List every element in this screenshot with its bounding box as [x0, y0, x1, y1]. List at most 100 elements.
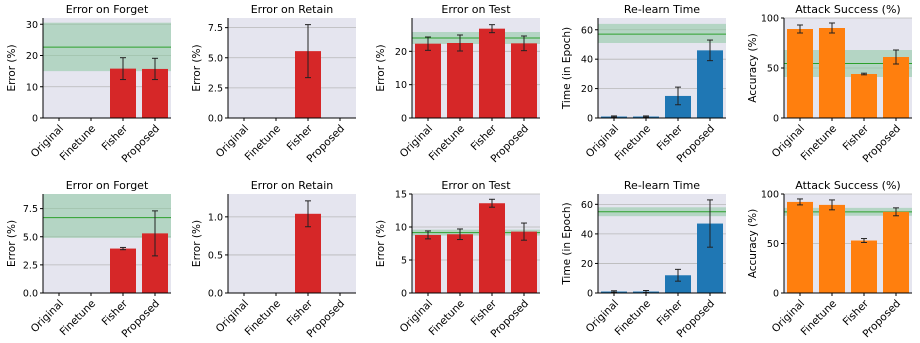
chart-8-xtick-label: Fisher [469, 297, 500, 328]
chart-8-error-bar-fisher [489, 198, 495, 208]
chart-5-error-bar-original [797, 24, 803, 34]
chart-3-error-bar-original [425, 36, 431, 51]
chart-1-xtick-label: Finetune [58, 123, 98, 163]
chart-5-error-bar-finetune [829, 22, 835, 34]
chart-5-bar-fisher [851, 74, 877, 118]
chart-3-bar-fisher [479, 28, 505, 119]
chart-9-ytick-label: 60 [581, 200, 593, 211]
chart-2-ytick-label: 2.5 [208, 83, 223, 94]
chart-5-bar-original [787, 29, 813, 118]
chart-4-xtick-label: Fisher [655, 122, 686, 153]
chart-6-ylabel: Error (%) [6, 220, 18, 267]
chart-4-error-bar-proposed [707, 39, 713, 62]
chart-4-ytick-label: 0 [587, 114, 593, 125]
chart-5-title: Attack Success (%) [795, 3, 900, 16]
chart-7-plot-area [228, 194, 356, 293]
chart-3-error-bar-fisher [489, 24, 495, 34]
chart-2-ylabel: Error (%) [191, 44, 203, 91]
chart-3-ytick-label: 10 [395, 80, 407, 91]
chart-3-ytick-label: 20 [395, 47, 407, 58]
chart-2-ytick-label: 7.5 [208, 23, 223, 34]
chart-6-xtick-label: Fisher [100, 297, 131, 328]
chart-3-bar-proposed [511, 43, 537, 119]
chart-2-title: Error on Retain [251, 3, 334, 16]
chart-9-ytick-label: 0 [587, 289, 593, 300]
chart-10-error-bar-fisher [861, 238, 867, 244]
chart-5-xtick-label: Finetune [799, 123, 839, 163]
chart-9-error-bar-fisher [675, 268, 681, 282]
chart-8-ytick-label: 5 [401, 256, 407, 267]
chart-4-xtick-label: Finetune [613, 123, 653, 163]
chart-3-bar-finetune [447, 43, 473, 118]
chart-10-bar-finetune [819, 204, 845, 293]
chart-1-title: Error on Forget [66, 3, 149, 16]
chart-10-title: Attack Success (%) [795, 179, 900, 192]
chart-9-xtick-label: Finetune [613, 298, 653, 338]
chart-1-ytick-label: 0 [32, 114, 38, 125]
chart-4-reference-band [598, 23, 726, 43]
chart-10-error-bar-finetune [829, 199, 835, 211]
chart-7-ytick-label: 1.0 [208, 212, 223, 223]
chart-4-title: Re-learn Time [624, 3, 700, 16]
chart-1-error-bar-fisher [120, 57, 126, 81]
chart-7-ytick-label: 0.0 [208, 289, 223, 300]
chart-10-ytick-label: 50 [767, 239, 779, 250]
chart-8-error-bar-original [425, 230, 431, 240]
chart-10-bar-fisher [851, 240, 877, 293]
chart-4-ytick-label: 20 [581, 84, 593, 95]
chart-1-error-bar-proposed [152, 57, 158, 81]
chart-10-ylabel: Accuracy (%) [747, 209, 759, 278]
chart-8-xtick-label: Finetune [427, 298, 467, 338]
chart-1-xtick-label: Fisher [100, 122, 131, 153]
chart-5-bar-finetune [819, 28, 845, 118]
chart-6-reference-band [43, 194, 171, 238]
chart-3-xtick-label: Fisher [469, 122, 500, 153]
chart-6-bar-fisher [110, 248, 136, 293]
chart-10-bar-original [787, 201, 813, 293]
chart-3-ytick-label: 0 [401, 114, 407, 125]
chart-9-title: Re-learn Time [624, 179, 700, 192]
chart-8-title: Error on Test [441, 179, 511, 192]
chart-3-error-bar-proposed [521, 35, 527, 52]
chart-3-error-bar-finetune [457, 34, 463, 52]
chart-10-xtick-label: Fisher [841, 297, 872, 328]
chart-5-ytick-label: 100 [761, 14, 779, 25]
chart-8-ytick-label: 0 [401, 289, 407, 300]
chart-9-ylabel: Time (in Epoch) [561, 202, 573, 285]
chart-2-ytick-label: 5.0 [208, 53, 223, 64]
chart-1-ytick-label: 20 [26, 51, 38, 62]
chart-6-title: Error on Forget [66, 179, 149, 192]
chart-3-bar-original [415, 43, 441, 118]
chart-4-ytick-label: 60 [581, 25, 593, 36]
chart-7-title: Error on Retain [251, 179, 334, 192]
chart-5-bar-proposed [883, 57, 909, 118]
chart-5-ylabel: Accuracy (%) [747, 33, 759, 102]
chart-10-error-bar-original [797, 198, 803, 206]
chart-5-xtick-label: Fisher [841, 122, 872, 153]
chart-4-ytick-label: 40 [581, 55, 593, 66]
chart-2-ytick-label: 0.0 [208, 114, 223, 125]
chart-2-error-bar-fisher [305, 24, 311, 79]
chart-10-bar-proposed [883, 211, 909, 293]
chart-6-xtick-label: Finetune [58, 298, 98, 338]
chart-7-ytick-label: 0.5 [208, 250, 223, 261]
chart-8-error-bar-proposed [521, 222, 527, 241]
chart-10-xtick-label: Finetune [799, 298, 839, 338]
chart-6-error-bar-fisher [120, 246, 126, 251]
chart-8-bar-proposed [511, 231, 537, 293]
chart-8-bar-finetune [447, 234, 473, 293]
chart-7-error-bar-fisher [305, 200, 311, 228]
chart-1-ytick-label: 10 [26, 82, 38, 93]
chart-9-error-bar-proposed [707, 199, 713, 248]
chart-9-bar-fisher [665, 275, 691, 293]
chart-9-ytick-label: 20 [581, 259, 593, 270]
chart-5-error-bar-proposed [893, 49, 899, 65]
chart-6-error-bar-proposed [152, 210, 158, 257]
chart-8-ylabel: Error (%) [375, 220, 387, 267]
